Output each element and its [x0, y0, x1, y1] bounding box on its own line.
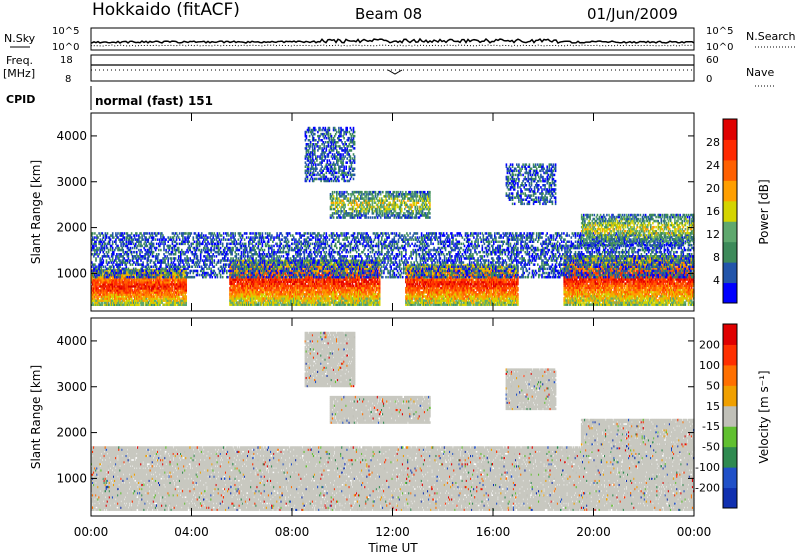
date-title: 01/Jun/2009 — [587, 5, 678, 23]
nsearch-label: N.Search — [746, 30, 796, 43]
nave-tick-top: 60 — [706, 55, 719, 66]
nsky-tick-top: 10^5 — [52, 26, 79, 37]
freq-tick-bottom: 8 — [65, 74, 71, 85]
cpid-value: normal (fast) 151 — [95, 94, 213, 108]
nsky-tick-bottom: 10^0 — [52, 42, 79, 53]
power-scatter-layer — [91, 127, 695, 306]
nsky-trace — [91, 39, 694, 43]
nsky-panel — [91, 28, 694, 50]
nave-label: Nave — [746, 66, 774, 79]
nave-tick-bottom: 0 — [706, 74, 712, 85]
nsearch-tick-top: 10^5 — [706, 26, 733, 37]
freq-label-1: Freq. — [6, 54, 33, 67]
cpid-label: CPID — [6, 93, 35, 106]
freq-label-2: [MHz] — [3, 67, 35, 80]
freq-panel — [91, 55, 694, 81]
nsearch-tick-bottom: 10^0 — [706, 42, 733, 53]
nsearch-trace — [91, 45, 694, 46]
power-cell — [185, 295, 187, 298]
nsky-label: N.Sky — [4, 32, 36, 45]
station-title: Hokkaido (fitACF) — [92, 0, 240, 20]
nave-dip — [388, 70, 402, 74]
freq-tick-top: 18 — [60, 55, 73, 66]
beam-title: Beam 08 — [355, 5, 422, 23]
